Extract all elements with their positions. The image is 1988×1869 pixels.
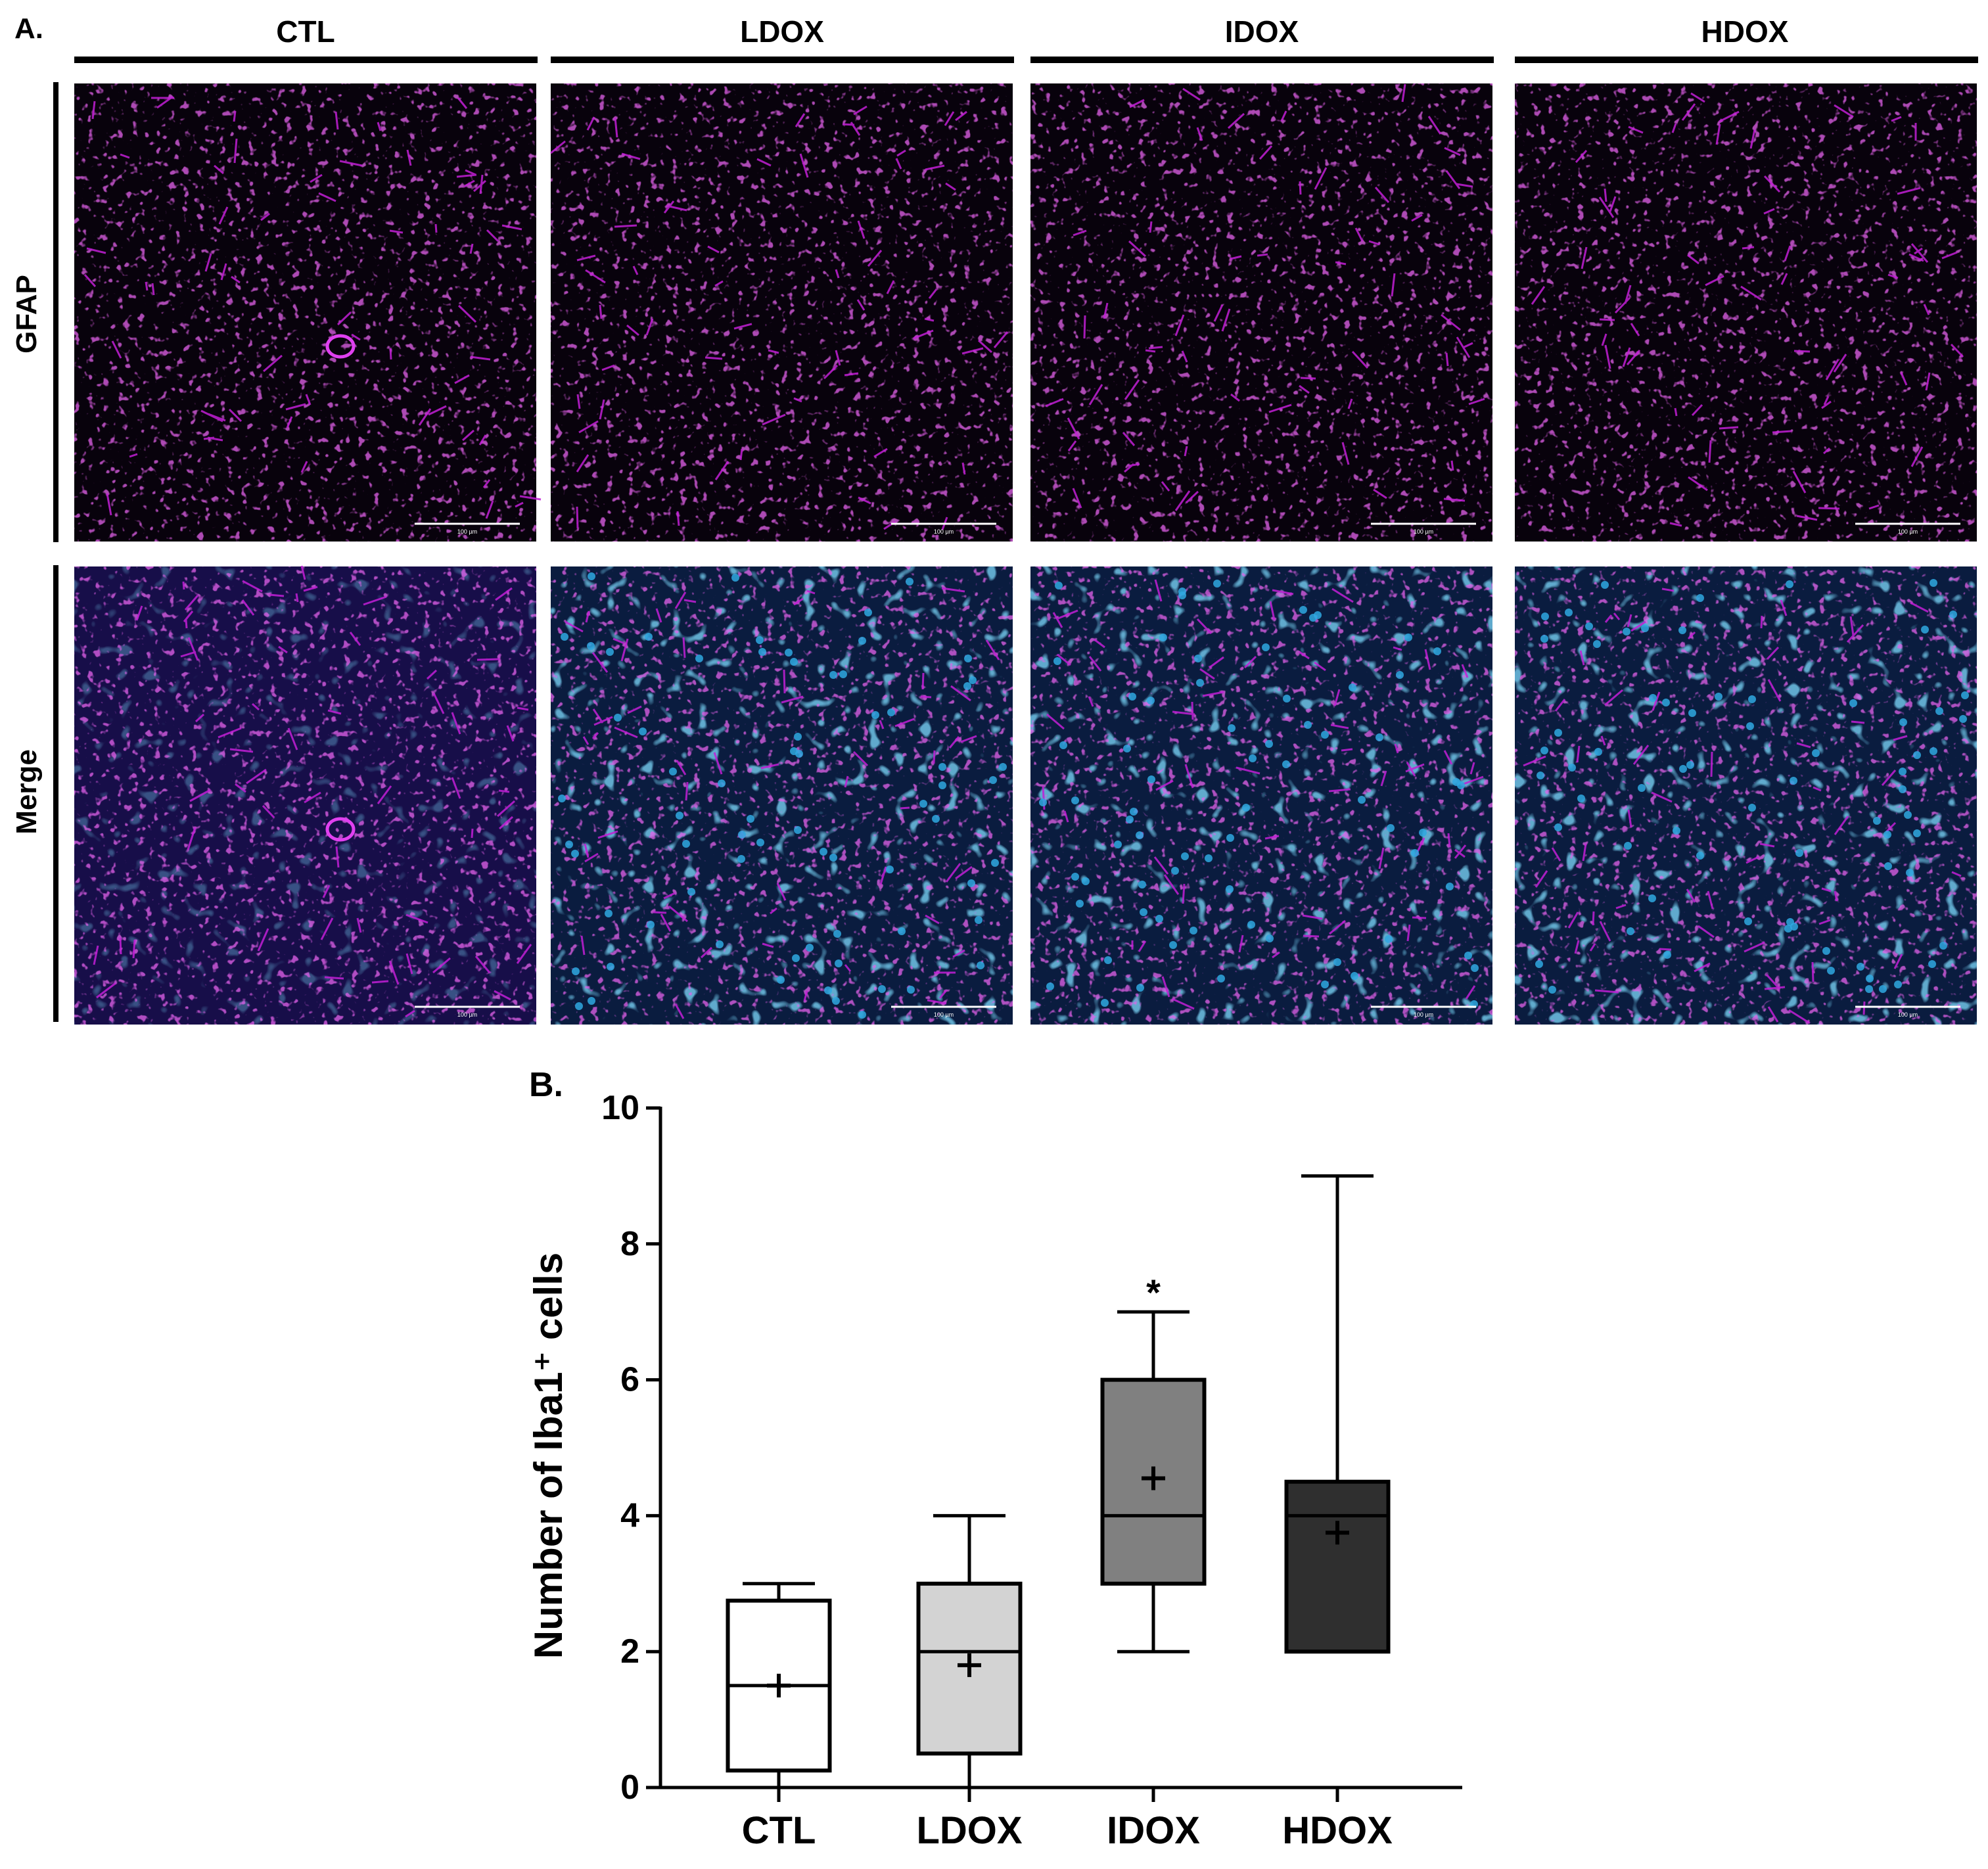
column-header-hdox: HDOX [1701,14,1789,49]
astrocyte-processes [1042,579,1484,1010]
row-labels: GFAP Merge [11,82,58,1022]
gfap-texture [1515,566,1977,1025]
mean-marker [958,1653,981,1677]
mean-marker [1326,1521,1349,1545]
micrograph-gfap-idox: 100 µm [1030,83,1492,542]
astrocyte-processes [1045,83,1485,511]
gfap-texture [551,83,1013,542]
y-tick-label-8: 8 [620,1225,639,1263]
column-header-idox: IDOX [1225,14,1299,49]
astrocyte-processes [1531,92,1964,527]
astrocyte-processes [1523,588,1962,1025]
scale-bar-label: 100 µm [934,528,954,535]
column-header-ctl: CTL [276,14,335,49]
x-tick-label-idox: IDOX [1107,1809,1200,1852]
x-tick-label-ldox: LDOX [916,1809,1022,1852]
y-axis-label: Number of Iba1⁺ cells [526,1253,570,1659]
vessel-outline [325,817,356,842]
scale-bar-label: 100 µm [1898,528,1918,535]
scale-bar-label: 100 µm [1898,1011,1918,1018]
chart-axes: 0 2 4 6 8 10 CTL LDOX IDOX HDOX [601,1089,1462,1852]
box-ctl [726,1582,832,1789]
scale-bar-label: 100 µm [457,1011,477,1018]
row-label-gfap: GFAP [11,275,43,354]
micrograph-merge-idox: 100 µm [1030,566,1492,1025]
column-headers: CTL LDOX IDOX HDOX [74,14,1978,63]
x-tick-label-hdox: HDOX [1282,1809,1393,1852]
row-label-merge: Merge [11,749,43,835]
nuclei-dots [1535,579,1969,994]
chart-boxes: * [726,1174,1391,1789]
nuclei-dots [558,572,1007,1019]
micrograph-grid: 100 µm 100 µm 100 µm 100 µm 100 µm 100 µm 100 … [74,83,1977,1025]
panel-b: B. Number of Iba1⁺ cells 0 2 4 6 8 10 CTL LDOX I… [526,1066,1462,1852]
panel-a-label: A. [14,12,43,45]
column-header-ldox: LDOX [740,14,824,49]
micrograph-gfap-hdox: 100 µm [1515,83,1977,542]
x-tick-label-ctl: CTL [742,1809,816,1852]
panel-a: A. CTL LDOX IDOX HDOX GFAP Merge 100 µm 1… [11,12,1978,1025]
astrocyte-processes [93,565,532,1018]
mean-marker [1142,1466,1165,1490]
box-hdox [1284,1174,1391,1654]
gfap-texture [1030,566,1492,1025]
astrocyte-processes [83,95,542,519]
micrograph-merge-ldox: 100 µm [551,566,1013,1025]
significance-marker: * [1146,1272,1161,1313]
panel-b-label: B. [529,1066,563,1104]
micrograph-merge-ctl: 100 µm [74,565,536,1025]
iqr-box [1284,1479,1391,1654]
scale-bar-label: 100 µm [1414,1011,1433,1018]
micrograph-merge-hdox: 100 µm [1515,566,1977,1025]
box-ldox [916,1513,1023,1789]
y-tick-label-0: 0 [620,1768,639,1807]
box-idox: * [1100,1272,1207,1653]
scale-bar-label: 100 µm [934,1011,954,1018]
gfap-texture [1515,83,1977,542]
astrocyte-processes [565,587,1000,1019]
nuclei-dots [1039,580,1479,1008]
scale-bar-label: 100 µm [457,528,477,535]
micrograph-gfap-ctl: 100 µm [74,83,542,542]
y-tick-label-4: 4 [620,1496,639,1534]
gfap-texture [74,566,536,1025]
scale-bar-label: 100 µm [1414,528,1433,535]
mean-marker [767,1673,791,1697]
y-tick-label-2: 2 [620,1632,639,1671]
micrograph-gfap-ldox: 100 µm [550,83,1013,542]
y-tick-label-6: 6 [620,1361,639,1399]
vessel-outline [325,334,356,359]
gfap-texture [1030,83,1492,542]
gfap-texture [551,566,1013,1025]
y-tick-label-10: 10 [601,1089,639,1127]
